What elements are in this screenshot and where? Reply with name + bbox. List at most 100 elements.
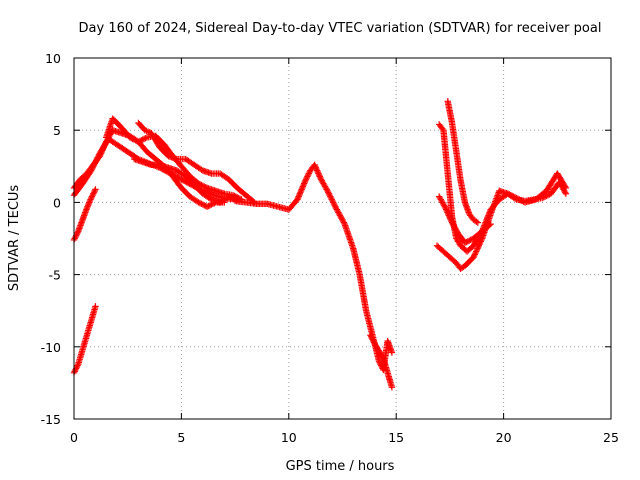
data-point-fill bbox=[129, 135, 136, 143]
data-point-fill bbox=[87, 196, 94, 203]
data-point-fill bbox=[301, 178, 308, 186]
data-point-fill bbox=[92, 157, 100, 164]
data-point-fill bbox=[473, 246, 481, 254]
data-point-fill bbox=[444, 210, 452, 218]
data-point-fill bbox=[315, 170, 322, 177]
y-tick-label: 0 bbox=[53, 195, 61, 210]
data-point bbox=[388, 384, 396, 391]
data-point-fill bbox=[313, 165, 320, 173]
data-point bbox=[562, 184, 570, 192]
data-point bbox=[504, 190, 512, 197]
data-point-fill bbox=[327, 193, 334, 200]
x-tick-label: 10 bbox=[281, 430, 297, 445]
data-point-fill bbox=[445, 212, 453, 219]
data-point-fill bbox=[370, 337, 377, 345]
data-point-fill bbox=[441, 203, 448, 210]
data-point-fill bbox=[205, 202, 212, 210]
data-point-fill bbox=[296, 190, 304, 197]
data-point-fill bbox=[90, 163, 97, 170]
y-tick-labels: -15 -10 -5 0 5 10 bbox=[41, 51, 61, 427]
data-point-fill bbox=[370, 339, 378, 346]
y-tick-label: -5 bbox=[49, 268, 61, 283]
data-point bbox=[388, 349, 396, 356]
data-point-fill bbox=[315, 171, 323, 179]
data-point-fill bbox=[312, 164, 320, 171]
y-tick-label: -10 bbox=[41, 340, 61, 355]
data-point-fill bbox=[317, 174, 324, 182]
data-point-fill bbox=[91, 160, 98, 167]
data-point-fill bbox=[93, 155, 101, 163]
y-tick-label: 5 bbox=[53, 123, 61, 138]
data-point-fill bbox=[314, 168, 321, 176]
data-point-fill bbox=[90, 161, 98, 169]
data-point-fill bbox=[474, 243, 482, 251]
data-point-fill bbox=[473, 218, 480, 225]
y-axis-label: SDTVAR / TECUs bbox=[7, 185, 22, 292]
y-tick-label: -15 bbox=[41, 412, 61, 427]
data-point-fill bbox=[85, 200, 92, 208]
data-point-fill bbox=[94, 154, 101, 161]
data-point-fill bbox=[84, 203, 91, 210]
data-point-fill bbox=[71, 368, 78, 375]
data-point-fill bbox=[202, 184, 209, 191]
data-point-fill bbox=[448, 217, 455, 225]
data-point-fill bbox=[138, 137, 145, 144]
data-point-fill bbox=[74, 229, 81, 236]
data-point bbox=[474, 219, 482, 226]
data-point-fill bbox=[312, 163, 319, 170]
data-point-fill bbox=[88, 165, 96, 173]
x-tick-label: 20 bbox=[496, 430, 512, 445]
data-point-fill bbox=[198, 166, 205, 173]
data-point-fill bbox=[201, 202, 208, 209]
data-point-fill bbox=[92, 158, 99, 166]
data-point bbox=[203, 203, 211, 210]
data-point-fill bbox=[304, 171, 312, 179]
data-point bbox=[92, 186, 99, 193]
data-point bbox=[470, 254, 477, 261]
data-point-fill bbox=[71, 235, 78, 242]
data-point-fill bbox=[198, 200, 205, 208]
data-point-fill bbox=[313, 167, 321, 174]
data-point-fill bbox=[439, 125, 446, 132]
data-point-fill bbox=[446, 215, 454, 222]
x-tick-label: 15 bbox=[388, 430, 404, 445]
data-point-fill bbox=[206, 202, 214, 209]
data-point bbox=[324, 187, 331, 195]
data-point-fill bbox=[88, 193, 96, 200]
data-point-fill bbox=[368, 334, 376, 342]
y-tick-label: 10 bbox=[45, 51, 61, 66]
data-point bbox=[367, 332, 374, 339]
data-point-fill bbox=[294, 194, 302, 202]
data-point bbox=[135, 138, 142, 145]
data-point-fill bbox=[130, 136, 138, 143]
data-point bbox=[375, 358, 383, 365]
data-point-fill bbox=[73, 363, 81, 371]
plot-frame bbox=[73, 57, 612, 420]
data-point-fill bbox=[299, 183, 307, 190]
data-point-fill bbox=[369, 336, 376, 343]
x-tick-labels: 0 5 10 15 20 25 bbox=[70, 430, 619, 445]
data-point-fill bbox=[201, 183, 208, 190]
data-point-fill bbox=[328, 196, 335, 203]
data-point-fill bbox=[472, 248, 480, 255]
data-point-fill bbox=[295, 193, 302, 200]
data-point bbox=[513, 194, 520, 202]
data-point-fill bbox=[561, 189, 569, 196]
data-point-fill bbox=[84, 202, 92, 209]
data-point-fill bbox=[464, 238, 471, 245]
data-point-fill bbox=[297, 187, 305, 195]
data-point-fill bbox=[331, 202, 338, 209]
data-point bbox=[302, 176, 310, 183]
data-point-fill bbox=[73, 230, 81, 238]
data-point bbox=[442, 204, 449, 212]
data-point-fill bbox=[367, 333, 375, 340]
data-point-fill bbox=[198, 181, 205, 189]
data-point bbox=[311, 161, 318, 169]
data-point-fill bbox=[196, 199, 204, 207]
data-point-fill bbox=[376, 359, 383, 366]
data-point-fill bbox=[128, 134, 135, 142]
data-point-fill bbox=[329, 197, 336, 205]
data-point-fill bbox=[486, 221, 493, 229]
data-point-fill bbox=[95, 152, 102, 160]
